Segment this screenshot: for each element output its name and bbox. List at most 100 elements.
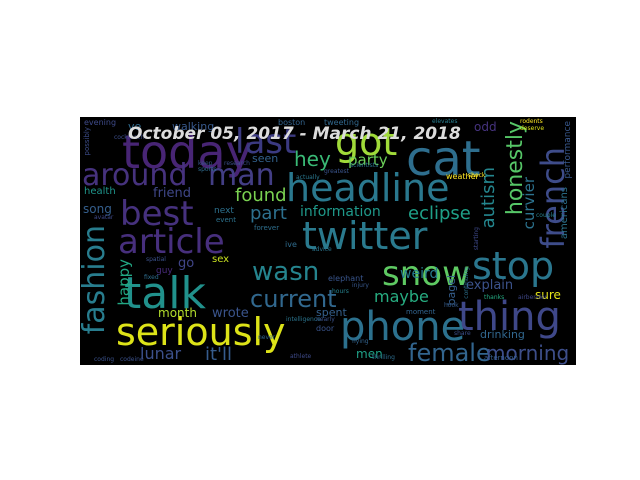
word-advice: advice bbox=[312, 246, 332, 253]
word-forever: forever bbox=[254, 224, 280, 232]
word-flying: flying bbox=[352, 338, 369, 345]
word-seen: seen bbox=[252, 152, 279, 165]
word-next: next bbox=[214, 206, 234, 216]
word-information: information bbox=[300, 204, 381, 220]
word-weather: weather bbox=[446, 172, 479, 181]
word-cockroach: cockroach bbox=[114, 134, 145, 141]
word-evening: evening bbox=[84, 118, 117, 127]
word-talk: talk bbox=[124, 268, 206, 319]
word-ve: ve bbox=[128, 120, 142, 133]
word-deserve: deserve bbox=[520, 125, 545, 132]
word-rodents: rodents bbox=[520, 118, 543, 125]
word-headline: headline bbox=[286, 166, 450, 210]
word-scientists: scientists bbox=[350, 162, 379, 169]
word-injury: injury bbox=[352, 282, 369, 289]
word-month: month bbox=[158, 306, 197, 320]
word-walking: walking bbox=[172, 120, 215, 133]
word-found: found bbox=[235, 185, 287, 206]
word-thrilling: thrilling bbox=[372, 354, 395, 361]
word-today: today bbox=[122, 125, 253, 179]
word-sex: sex bbox=[212, 254, 230, 265]
word-athlete: athlete bbox=[290, 353, 312, 360]
word-party: party bbox=[348, 151, 388, 169]
word-current: current bbox=[250, 285, 337, 313]
word-last: last bbox=[235, 122, 297, 162]
word-bagel: bagel bbox=[445, 275, 458, 306]
word-spatial: spatial bbox=[146, 256, 166, 263]
word-avatar: avatar bbox=[94, 214, 114, 221]
word-elephant: elephant bbox=[328, 274, 364, 283]
word-fixed: fixed bbox=[144, 274, 159, 281]
word-around: around bbox=[82, 158, 188, 193]
word-got: got bbox=[335, 120, 398, 164]
word-song: song bbox=[83, 202, 112, 216]
word-share: share bbox=[454, 330, 471, 337]
word-it-ll: it'll bbox=[205, 344, 233, 365]
word-coding: coding bbox=[94, 356, 115, 363]
word-hours: hours bbox=[332, 288, 349, 295]
word-greatest: greatest bbox=[324, 168, 350, 175]
word-man: man bbox=[208, 158, 275, 193]
word-happy: happy bbox=[115, 259, 133, 306]
word-guy: guy bbox=[156, 266, 173, 276]
word-nearly: nearly bbox=[316, 316, 335, 323]
word-door: door bbox=[316, 324, 335, 333]
word-wasn: wasn bbox=[252, 257, 320, 287]
word-americans: americans bbox=[559, 187, 570, 240]
word-moment: moment bbox=[406, 308, 436, 316]
word-go: go bbox=[178, 256, 195, 271]
word-phone: phone bbox=[340, 304, 466, 350]
word-afternoon: afternoon bbox=[484, 354, 518, 362]
word-tweeting: tweeting bbox=[324, 118, 360, 127]
word-explain: explain bbox=[466, 278, 514, 293]
word-cat: cat bbox=[406, 131, 481, 187]
word-part: part bbox=[250, 203, 287, 224]
word-men: men bbox=[356, 347, 383, 361]
word-wrote: wrote bbox=[212, 306, 249, 321]
word-twitter: twitter bbox=[302, 214, 428, 258]
word-lunar: lunar bbox=[140, 344, 182, 363]
word-intelligence: intelligence bbox=[286, 316, 321, 323]
page-title: October 05, 2017 - March 21, 2018 bbox=[128, 124, 461, 144]
word-thanks: thanks bbox=[484, 294, 505, 301]
word-spent: spent bbox=[316, 306, 347, 319]
word-cloud: today last got cat around man headline b… bbox=[80, 117, 576, 365]
word-health: health bbox=[84, 186, 116, 197]
word-never: never bbox=[258, 334, 276, 341]
word-starting: starting bbox=[473, 227, 480, 251]
word-continuing: continuing bbox=[463, 267, 470, 299]
word-research: research bbox=[224, 160, 250, 167]
word-weird: weird bbox=[400, 266, 439, 282]
word-eclipse: eclipse bbox=[408, 203, 471, 224]
word-stop: stop bbox=[472, 244, 555, 288]
word-maybe: maybe bbox=[374, 287, 429, 306]
word-fashion: fashion bbox=[80, 225, 112, 335]
word-possibly: possibly bbox=[83, 127, 91, 156]
word-article: article bbox=[118, 222, 225, 262]
word-couple: couple bbox=[536, 212, 556, 219]
word-hey: hey bbox=[294, 147, 331, 171]
word-hook: hook bbox=[444, 302, 459, 309]
word-odd: odd bbox=[474, 120, 497, 134]
word-airbender: airbender bbox=[518, 294, 548, 301]
word-sure: sure bbox=[535, 288, 561, 302]
word-thing: thing bbox=[458, 294, 561, 340]
word-morning: morning bbox=[486, 341, 570, 365]
word-boston: boston bbox=[278, 118, 306, 127]
word-curvier: curvier bbox=[520, 177, 538, 230]
word-actually: actually bbox=[296, 174, 320, 181]
word-seriously: seriously bbox=[116, 310, 286, 354]
word-shock: shock bbox=[468, 172, 486, 179]
word-codeine: codeine bbox=[120, 356, 144, 363]
word-sports: sports bbox=[198, 166, 217, 173]
word-event: event bbox=[216, 216, 236, 224]
word-friend: friend bbox=[153, 186, 192, 201]
word-best: best bbox=[120, 194, 194, 234]
word-performance: performance bbox=[563, 121, 573, 179]
word-female: female bbox=[408, 339, 491, 365]
word-drinking: drinking bbox=[480, 328, 525, 341]
word-snow: snow bbox=[382, 254, 470, 294]
word-keep: keep bbox=[198, 160, 213, 167]
word-ive: ive bbox=[285, 240, 297, 249]
word-elevates: elevates bbox=[432, 118, 458, 125]
